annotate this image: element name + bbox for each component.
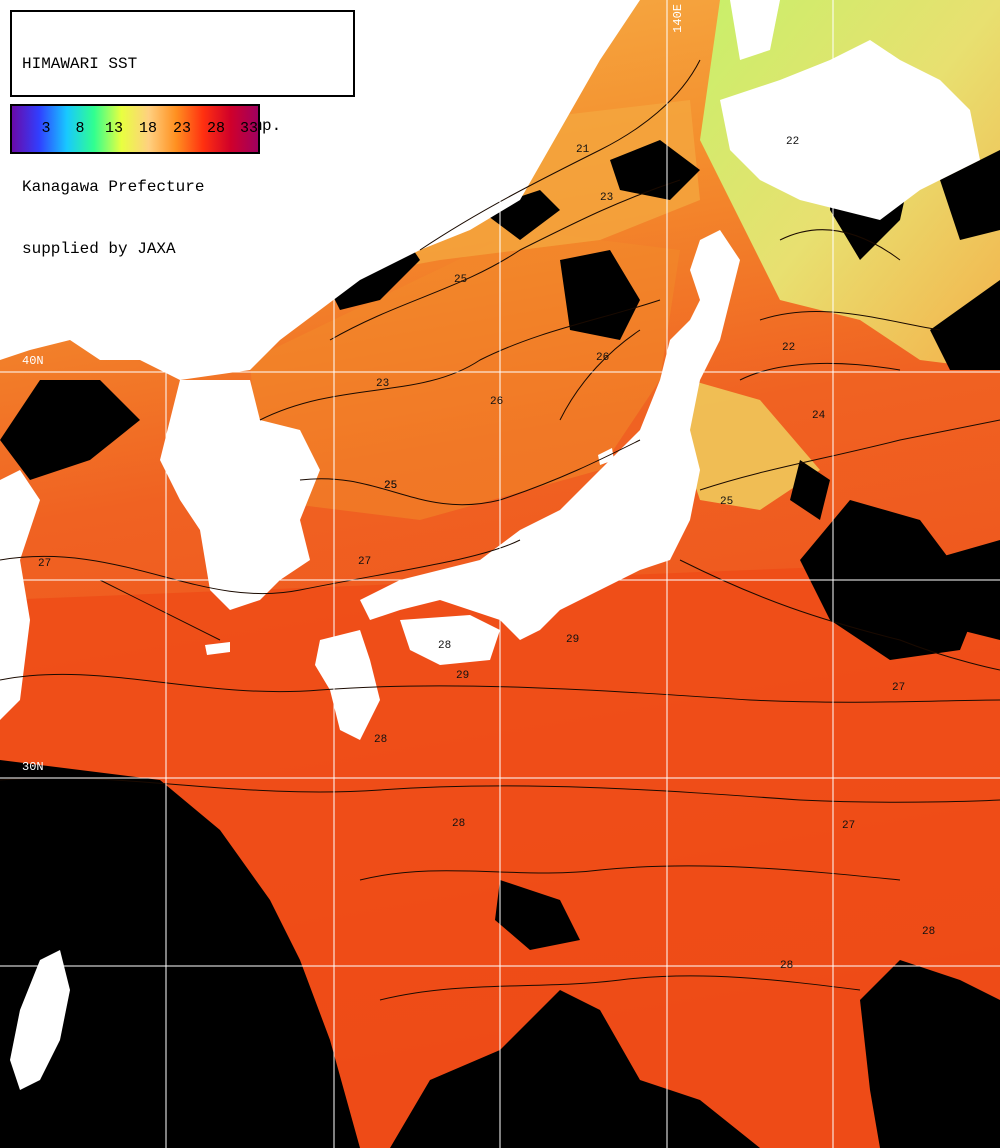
contour-label: 27 (842, 820, 856, 832)
contour-label: 29 (566, 634, 580, 646)
colorbar-tick: 3 (41, 120, 51, 137)
title-region: Kanagawa Prefecture (22, 178, 205, 196)
sst-colorbar: 3 8 13 18 23 28 33 (10, 104, 260, 154)
colorbar-tick: 28 (206, 120, 226, 137)
contour-label: 28 (438, 640, 452, 652)
contour-label: 22 (786, 136, 800, 148)
contour-label: 23 (600, 192, 614, 204)
colorbar-tick: 33 (239, 120, 259, 137)
cool-sea-zone-2 (680, 380, 820, 510)
contour-label: 26 (490, 396, 504, 408)
colorbar-tick: 23 (172, 120, 192, 137)
contour-label: 27 (38, 558, 52, 570)
contour-label: 25 (384, 480, 398, 492)
sst-contours (0, 59, 1000, 1001)
contour-label: 26 (596, 352, 610, 364)
lon-label-140e: 140E (671, 4, 685, 33)
contour-label: 23 (376, 378, 390, 390)
contour-label: 25 (454, 274, 468, 286)
contour-label: 28 (922, 926, 936, 938)
colorbar-tick: 18 (138, 120, 158, 137)
title-product: HIMAWARI SST (22, 55, 138, 73)
contour-label: 27 (892, 682, 906, 694)
contour-label: 25 (720, 496, 734, 508)
contour-label: 28 (780, 960, 794, 972)
contour-label: 25 (384, 480, 398, 492)
contour-label: 22 (782, 342, 796, 354)
contour-label: 27 (358, 556, 372, 568)
lat-label-40n: 40N (22, 354, 44, 368)
contour-label: 24 (812, 410, 826, 422)
contour-label: 28 (452, 818, 466, 830)
colorbar-tick: 13 (104, 120, 124, 137)
contour-label: 29 (456, 670, 470, 682)
title-credit: supplied by JAXA (22, 239, 176, 258)
contour-label: 21 (576, 144, 590, 156)
lat-label-30n: 30N (22, 760, 44, 774)
map-title-box: HIMAWARI SST 2025/07/21 06(UTC) 3H Comp.… (10, 10, 355, 258)
colorbar-tick: 8 (75, 120, 85, 137)
contour-label: 28 (374, 734, 388, 746)
